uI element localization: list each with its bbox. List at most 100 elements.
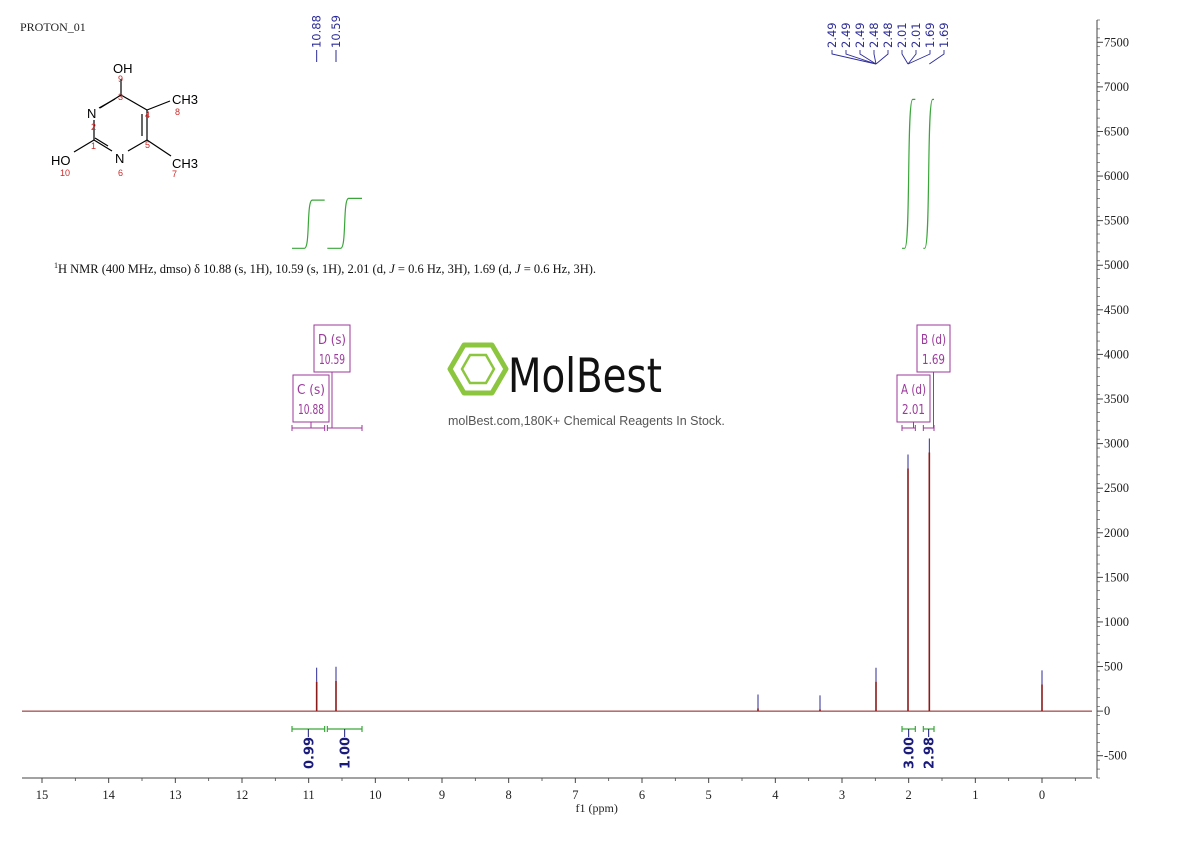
atom-num-6: 6 — [118, 168, 123, 178]
peak-label: 10.88 — [310, 15, 324, 48]
peak-label-leader — [859, 50, 877, 65]
multiplet-letter: D (s) — [318, 333, 346, 348]
x-tick-label: 7 — [572, 788, 578, 802]
x-tick-label: 3 — [839, 788, 845, 802]
multiplet-labels-group: D (s) 10.59 C (s) 10.88 B (d) 1.69 A (d) 2.01 — [291, 324, 951, 431]
y-tick-label: 5000 — [1104, 258, 1129, 272]
y-tick-label: 4500 — [1104, 303, 1129, 317]
atom-num-1: 1 — [91, 141, 96, 151]
peak-label-leader — [907, 50, 931, 65]
y-tick-label: -500 — [1104, 749, 1127, 763]
integral-curve — [923, 98, 934, 249]
x-tick-label: 12 — [236, 788, 249, 802]
atom-num-8: 8 — [175, 107, 180, 117]
y-tick-label: 4000 — [1104, 347, 1129, 361]
multiplet-box — [916, 324, 951, 373]
integral-bars-group: 0.99 1.00 3.00 2.98 — [291, 726, 938, 769]
peak-label: 2.49 — [853, 22, 867, 48]
multiplet-letter: C (s) — [297, 383, 325, 398]
x-tick-label: 5 — [706, 788, 712, 802]
nmr-summary-text: 1H NMR (400 MHz, dmso) δ 10.88 (s, 1H), … — [54, 257, 614, 278]
multiplet-shift: 2.01 — [902, 403, 925, 418]
peak-label-leader — [875, 50, 889, 65]
peak-label: 10.59 — [329, 15, 343, 48]
y-tick-label: 7000 — [1104, 80, 1129, 94]
coupling-symbol-2: J — [515, 262, 521, 277]
spectrum-label: PROTON_01 — [20, 20, 86, 34]
y-tick-label: 2500 — [1104, 481, 1129, 495]
multiplet-shift: 10.59 — [319, 353, 345, 368]
peak-label: 2.48 — [881, 22, 895, 48]
integral-value: 2.98 — [923, 737, 938, 769]
multiplet-shift: 10.88 — [298, 403, 324, 418]
x-tick-label: 14 — [102, 788, 115, 802]
atom-num-5: 5 — [145, 140, 150, 150]
y-tick-label: 1000 — [1104, 615, 1129, 629]
nucleus-superscript: 1 — [54, 261, 58, 270]
coupling-symbol-1: J — [389, 262, 395, 277]
atom-ch3-top: CH3 — [172, 92, 198, 107]
y-tick-label: 500 — [1104, 660, 1123, 674]
peak-label-leader — [845, 50, 877, 65]
atom-n2: N — [87, 106, 96, 121]
integral-curve — [327, 197, 362, 249]
x-tick-label: 13 — [169, 788, 182, 802]
summary-head: H NMR (400 MHz, dmso) δ 10.88 (s, 1H), 1… — [58, 262, 390, 277]
peak-label: 2.49 — [839, 22, 853, 48]
axes-group: 15 14 13 12 11 10 9 8 7 6 5 4 3 2 1 0f1 (ppm)7500700065… — [22, 19, 1129, 815]
peak-label: 1.69 — [937, 22, 951, 48]
x-tick-label: 4 — [772, 788, 779, 802]
x-tick-label: 0 — [1039, 788, 1045, 802]
atom-num-9: 9 — [118, 74, 123, 84]
summary-mid: = 0.6 Hz, 3H), 1.69 (d, — [394, 262, 516, 277]
integral-curve — [902, 98, 916, 249]
peak-label: 2.01 — [909, 22, 923, 48]
y-tick-label: 1500 — [1104, 570, 1129, 584]
y-tick-label: 7500 — [1104, 35, 1129, 49]
x-tick-label: 10 — [369, 788, 382, 802]
peak-label: 2.49 — [825, 22, 839, 48]
peak-label: 1.69 — [923, 22, 937, 48]
x-axis-title: f1 (ppm) — [576, 801, 618, 815]
y-tick-label: 6500 — [1104, 124, 1129, 138]
multiplet-letter: B (d) — [921, 333, 946, 348]
x-tick-label: 9 — [439, 788, 445, 802]
peak-label-leader — [873, 50, 877, 65]
integral-value: 3.00 — [903, 737, 918, 769]
atom-ch3-bottom: CH3 — [172, 156, 198, 171]
y-tick-label: 3000 — [1104, 437, 1129, 451]
y-tick-label: 3500 — [1104, 392, 1129, 406]
atom-num-7: 7 — [172, 169, 177, 179]
integral-value: 1.00 — [339, 737, 354, 769]
summary-tail: = 0.6 Hz, 3H). — [520, 262, 597, 277]
atom-ho: HO — [51, 153, 71, 168]
peak-label-leader — [929, 50, 945, 65]
x-tick-label: 15 — [36, 788, 49, 802]
spectrum-trace-group — [22, 438, 1092, 712]
atom-ch3-top-text: CH3 — [172, 92, 198, 107]
multiplet-box — [292, 374, 330, 423]
integral-curve — [292, 199, 325, 249]
multiplet-shift: 1.69 — [922, 353, 945, 368]
atom-num-4: 4 — [145, 110, 150, 120]
integral-curves-group — [292, 98, 934, 249]
y-tick-label: 6000 — [1104, 169, 1129, 183]
benzene-logo-icon — [447, 342, 509, 396]
peak-label: 2.48 — [867, 22, 881, 48]
x-tick-label: 8 — [506, 788, 512, 802]
atom-ch3-bottom-text: CH3 — [172, 156, 198, 171]
peak-label-leader — [831, 50, 877, 65]
peak-label: 2.01 — [895, 22, 909, 48]
molecule-structure: OH 9 N 2 3 4 CH3 8 1 5 HO 10 N 6 CH3 7 — [51, 61, 198, 179]
multiplet-box — [313, 324, 351, 373]
y-tick-label: 5500 — [1104, 214, 1129, 228]
peak-labels-group: 10.88 10.59 2.49 2.49 2.49 2.48 2.48 2.01 2.01 1.… — [310, 15, 951, 65]
peak-label-leader — [901, 50, 909, 65]
atom-n6: N — [115, 151, 124, 166]
y-tick-label: 0 — [1104, 704, 1110, 718]
atom-num-10: 10 — [60, 168, 70, 178]
x-tick-label: 6 — [639, 788, 645, 802]
y-tick-label: 2000 — [1104, 526, 1129, 540]
x-tick-label: 1 — [972, 788, 978, 802]
